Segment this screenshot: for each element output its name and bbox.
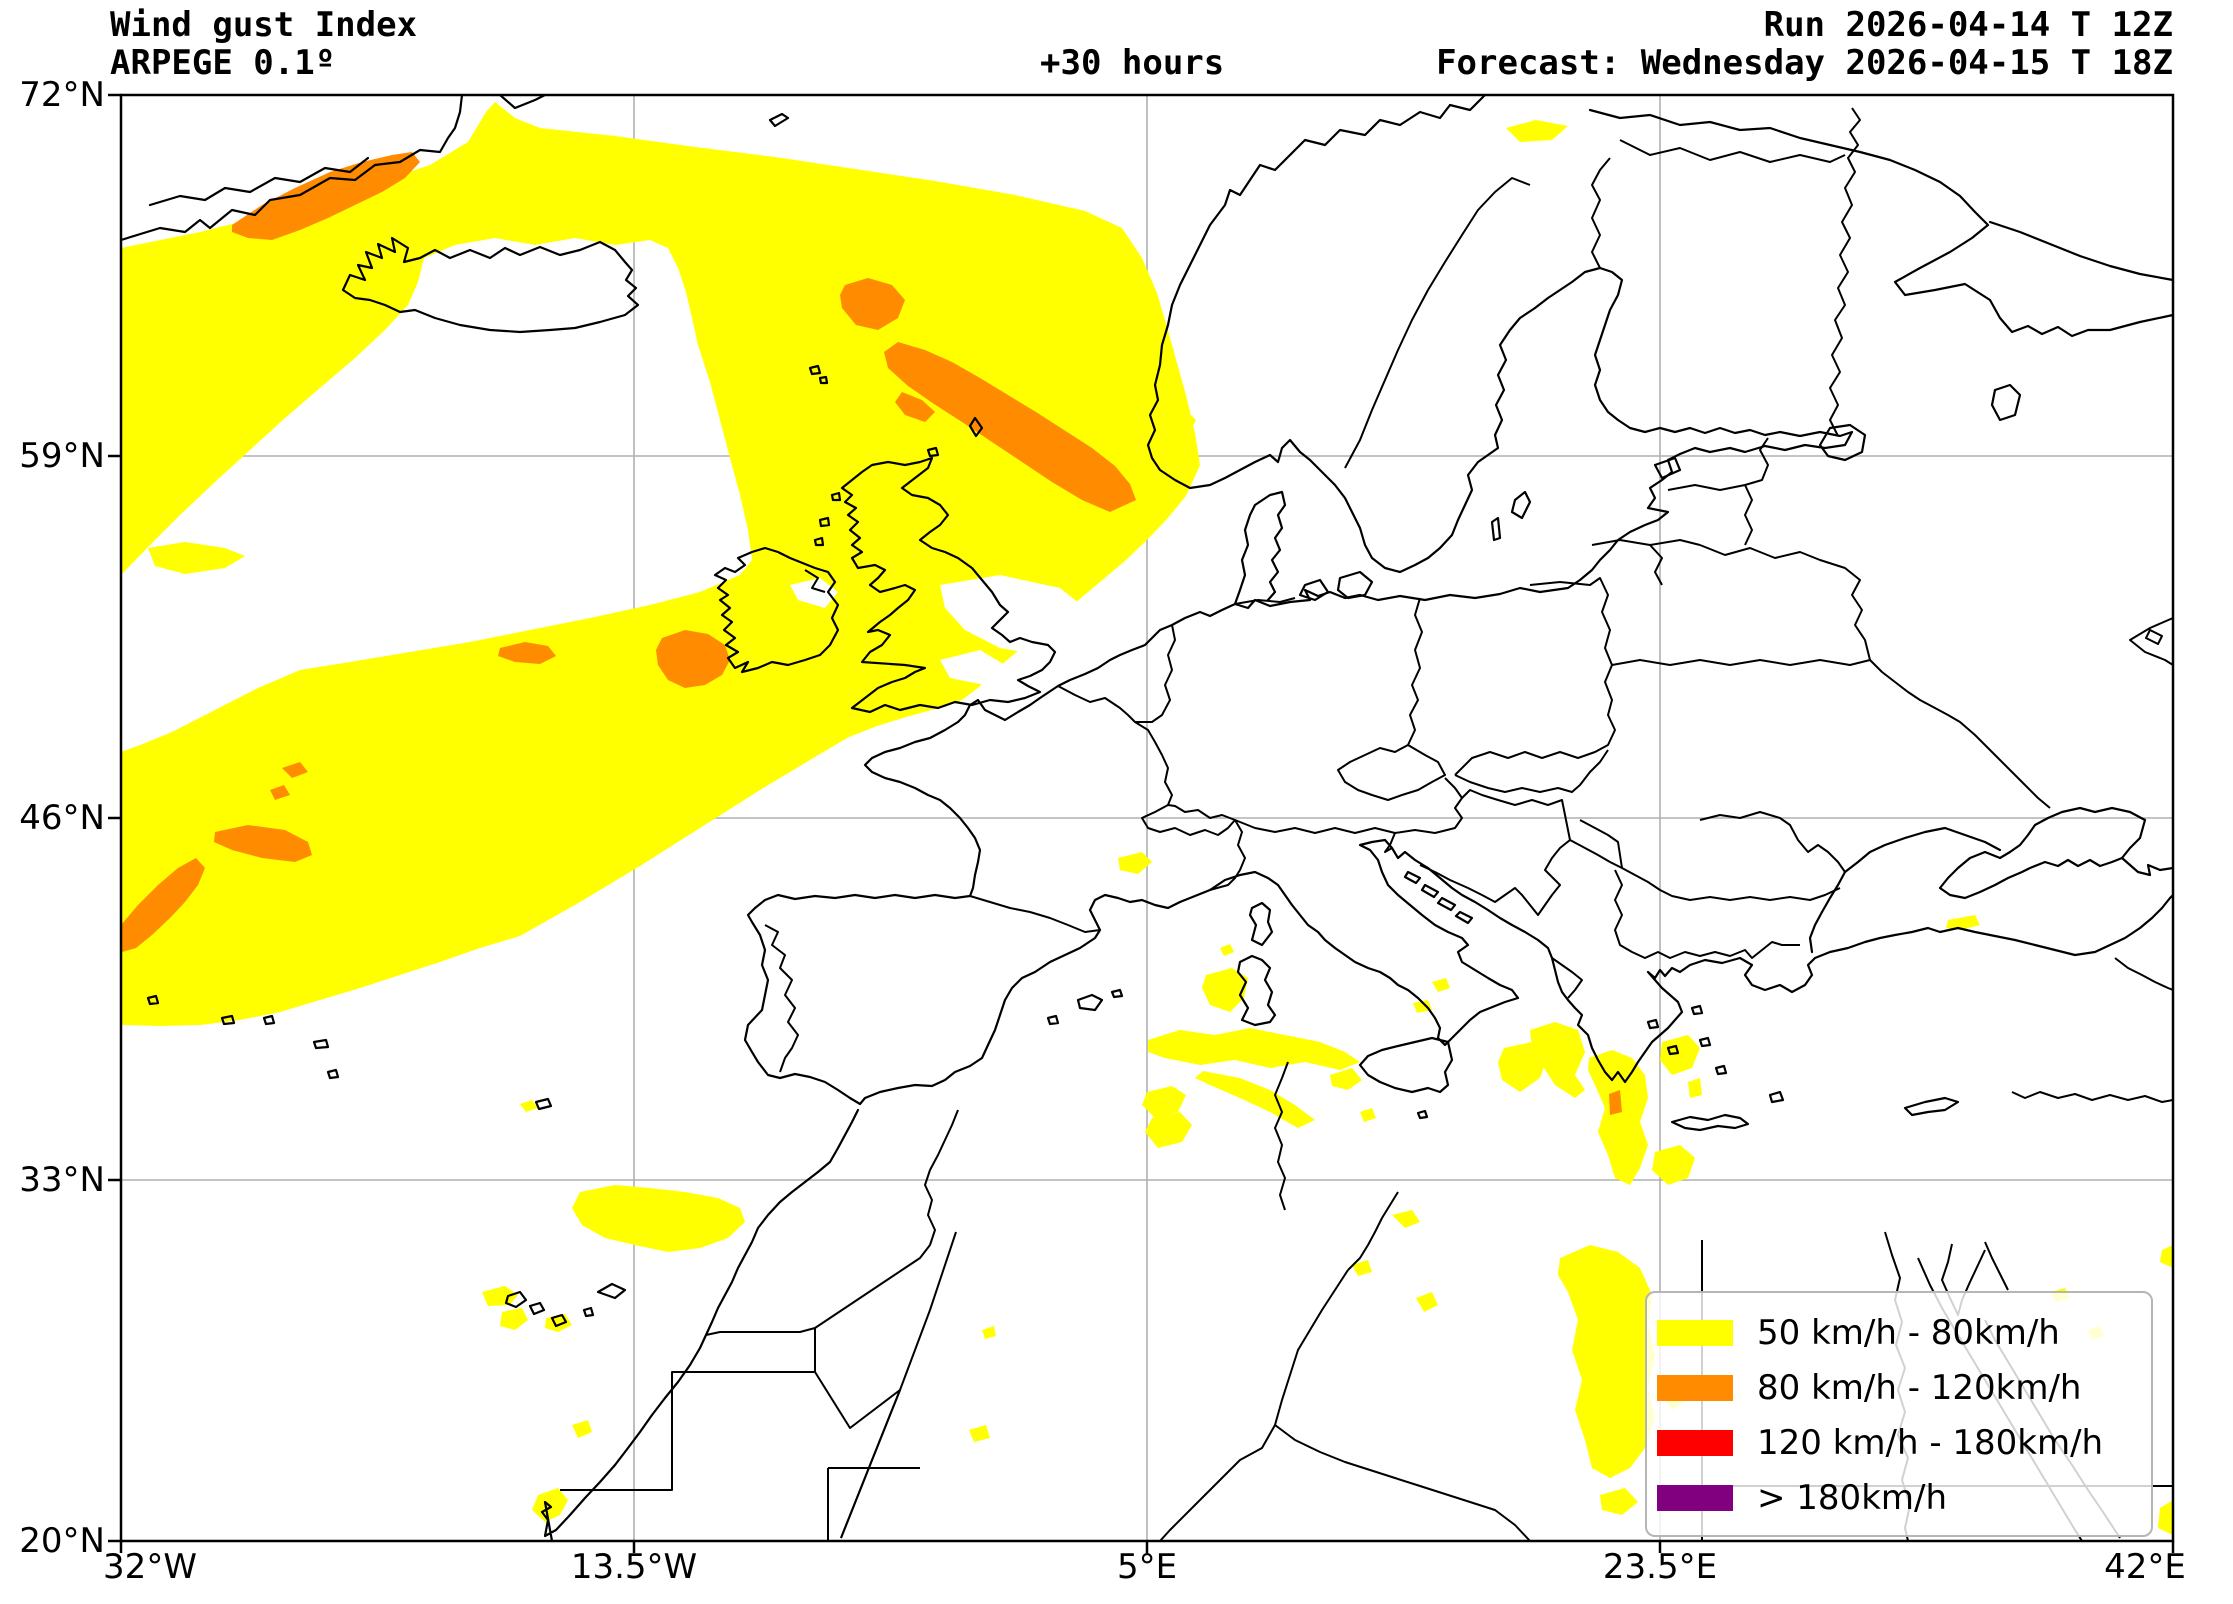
lon-tick-32W: 32°W — [103, 1547, 197, 1587]
lon-tick-5E: 5°E — [1116, 1547, 1178, 1587]
legend-label: 50 km/h - 80km/h — [1757, 1312, 2060, 1353]
legend-swatch-orange — [1657, 1374, 1733, 1401]
gust-region-80-120 — [121, 152, 1622, 1115]
legend-item-50-80: 50 km/h - 80km/h — [1647, 1305, 2151, 1360]
lat-tick-72N: 72°N — [19, 75, 105, 115]
lat-tick-46N: 46°N — [19, 798, 105, 838]
calm-white-patches — [790, 575, 1090, 685]
model-name: ARPEGE 0.1º — [110, 43, 336, 83]
run-info: Run 2026-04-14 T 12Z — [1763, 5, 2173, 45]
legend-item-80-120: 80 km/h - 120km/h — [1647, 1360, 2151, 1415]
lat-tick-20N: 20°N — [19, 1521, 105, 1561]
map-title: Wind gust Index — [110, 5, 418, 45]
legend-item-120-180: 120 km/h - 180km/h — [1647, 1415, 2151, 1470]
legend-label: > 180km/h — [1757, 1477, 1948, 1518]
legend-item-over-180: > 180km/h — [1647, 1470, 2151, 1525]
lon-tick-13-5W: 13.5°W — [570, 1547, 698, 1587]
legend-swatch-red — [1657, 1429, 1733, 1456]
gust-region-50-80 — [121, 102, 2173, 1535]
legend-label: 80 km/h - 120km/h — [1757, 1367, 2082, 1408]
legend-swatch-yellow — [1657, 1319, 1733, 1346]
lon-tick-42E: 42°E — [2104, 1547, 2186, 1587]
lon-tick-23-5E: 23.5°E — [1602, 1547, 1718, 1587]
map-frame — [108, 93, 2175, 1553]
forecast-info: Forecast: Wednesday 2026-04-15 T 18Z — [1436, 43, 2173, 83]
legend-swatch-purple — [1657, 1484, 1733, 1511]
lead-time: +30 hours — [1040, 43, 1225, 83]
legend: 50 km/h - 80km/h 80 km/h - 120km/h 120 k… — [1645, 1291, 2153, 1537]
lat-tick-33N: 33°N — [19, 1160, 105, 1200]
legend-label: 120 km/h - 180km/h — [1757, 1422, 2104, 1463]
lat-tick-59N: 59°N — [19, 436, 105, 476]
